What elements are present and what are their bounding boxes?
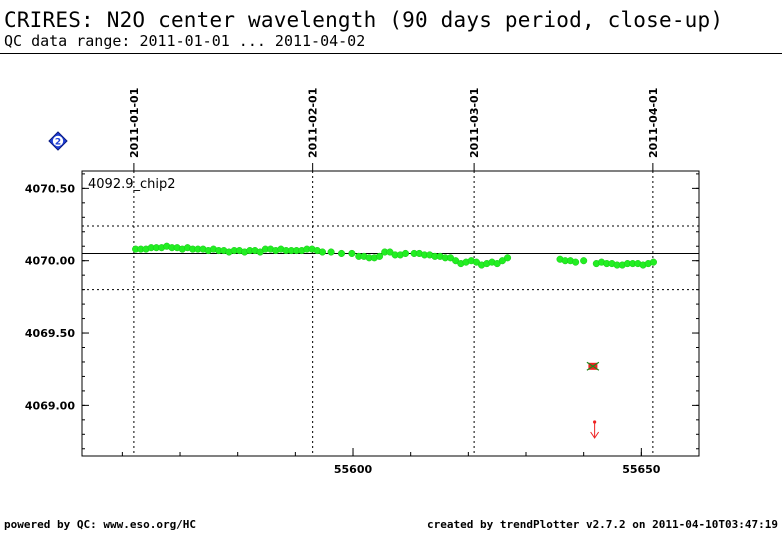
header-divider <box>0 53 782 54</box>
outlier-point <box>586 361 600 371</box>
outlier-cross <box>586 361 600 371</box>
plot-frame <box>81 170 700 457</box>
date-label: 2011-01-01 <box>128 88 141 158</box>
info-badge[interactable]: 2 <box>48 131 68 151</box>
date-label: 2011-03-01 <box>468 88 481 158</box>
data-point <box>504 254 512 262</box>
footer-created-by: created by trendPlotter v2.7.2 on 2011-0… <box>427 518 778 531</box>
data-point <box>401 249 410 258</box>
data-point <box>327 248 335 256</box>
y-tick-label: 4069.50 <box>25 327 75 340</box>
y-tick-label: 4070.00 <box>25 255 75 268</box>
out-of-range-arrow-icon <box>590 420 600 439</box>
y-tick-label: 4070.50 <box>25 182 75 195</box>
badge-label: 2 <box>55 138 61 148</box>
footer-powered-by: powered by QC: www.eso.org/HC <box>4 518 197 531</box>
data-point <box>649 258 657 266</box>
page-title: CRIRES: N2O center wavelength (90 days p… <box>4 8 724 32</box>
data-point <box>572 258 580 266</box>
data-point <box>318 248 327 256</box>
y-tick-label: 4069.00 <box>25 399 75 412</box>
data-point <box>375 252 384 260</box>
arrow-head <box>590 431 600 439</box>
x-tick-label: 55650 <box>622 463 661 476</box>
date-label: 2011-02-01 <box>307 88 320 158</box>
page-subtitle: QC data range: 2011-01-01 ... 2011-04-02 <box>4 32 366 50</box>
x-tick-label: 55600 <box>334 463 373 476</box>
panel-label: 4092.9_chip2 <box>88 177 176 192</box>
data-point <box>337 249 346 258</box>
data-point <box>580 257 588 265</box>
data-point <box>348 249 356 258</box>
date-label: 2011-04-01 <box>647 88 660 158</box>
